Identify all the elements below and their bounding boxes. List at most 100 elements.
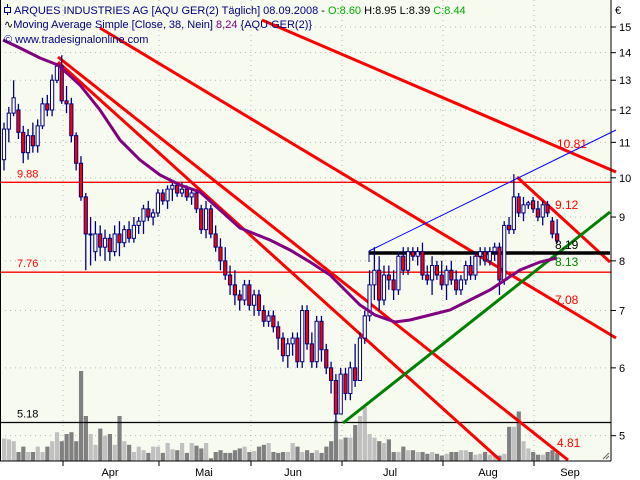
resistance-trendline: [261, 18, 617, 174]
candle: [102, 229, 108, 261]
volume-bar: [449, 452, 454, 461]
close-value: C:8.44: [433, 5, 466, 17]
volume-bar: [213, 452, 218, 461]
candle-body: [98, 233, 103, 248]
candle: [343, 367, 348, 401]
candle-body: [516, 196, 521, 214]
volume-bar: [208, 458, 214, 461]
volume-bar: [136, 446, 141, 461]
candle: [401, 247, 406, 276]
candle: [454, 270, 459, 295]
candle: [468, 256, 473, 280]
y-tick-label: 7: [619, 306, 625, 318]
x-tick-label: Jul: [383, 467, 397, 479]
volume-bar: [242, 446, 247, 461]
open-value: O:8.60: [328, 5, 362, 17]
volume-bar: [338, 439, 343, 461]
volume-bar: [228, 452, 233, 461]
candle-body: [16, 109, 21, 133]
candle-body: [280, 337, 286, 357]
volume-bar: [2, 438, 7, 461]
candle-body: [420, 251, 425, 276]
candle-body: [295, 337, 300, 363]
volume-bar: [146, 452, 151, 461]
candle-body: [381, 274, 387, 301]
candle: [107, 233, 112, 261]
candle: [444, 265, 449, 301]
candle-body: [261, 310, 266, 322]
volume-bar: [410, 450, 416, 461]
volume-bar: [367, 434, 372, 461]
volume-bar: [545, 452, 550, 461]
candle-body: [535, 208, 541, 218]
volume-bar: [458, 450, 464, 461]
volume-bar: [280, 452, 286, 461]
price-annotation: 8.19: [555, 238, 579, 252]
candle-body: [482, 251, 488, 262]
volume-bar: [425, 453, 430, 461]
candle: [521, 196, 526, 222]
candle-body: [146, 208, 151, 218]
candle-body: [21, 131, 26, 154]
candle-body: [506, 224, 512, 231]
candle: [319, 315, 324, 362]
candle-body: [189, 192, 194, 198]
candle: [425, 265, 430, 285]
volume-bar: [406, 450, 411, 461]
candle: [429, 256, 435, 295]
candle-body: [473, 255, 478, 276]
candle-body: [252, 294, 257, 306]
candle: [434, 260, 439, 280]
candle-body: [69, 103, 74, 137]
candle-body: [309, 343, 314, 363]
candle-body: [155, 192, 161, 214]
volume-bar: [64, 434, 69, 461]
candle: [405, 247, 411, 276]
volume-bar: [305, 450, 310, 461]
volume-bar: [362, 407, 367, 461]
candle-body: [107, 237, 112, 253]
volume-bar: [199, 448, 204, 461]
candle-body: [343, 373, 348, 395]
volume-bar: [261, 444, 266, 461]
candle-body: [497, 246, 502, 281]
volume-bar: [155, 446, 161, 461]
candle: [545, 200, 550, 218]
volume-bar: [35, 446, 40, 461]
candle: [88, 217, 93, 266]
candle: [131, 217, 136, 243]
candle-body: [468, 265, 473, 276]
candle: [25, 129, 31, 160]
volume-bar: [434, 453, 440, 461]
volume-bar: [107, 434, 113, 461]
volume-bar: [550, 450, 555, 461]
candle-icon: [4, 4, 11, 15]
volume-bar: [377, 441, 382, 461]
candle-body: [314, 320, 319, 363]
candle: [50, 74, 55, 117]
x-tick-label: Apr: [101, 467, 118, 479]
volume-bar: [50, 441, 55, 461]
candle: [136, 217, 141, 234]
candle: [502, 221, 507, 285]
candle-body: [25, 135, 31, 154]
candle-body: [237, 294, 242, 301]
volume-bar: [516, 411, 521, 461]
candle: [478, 247, 483, 266]
resize-grip-icon[interactable]: [602, 452, 610, 460]
candle: [83, 193, 88, 271]
volume-bar: [444, 453, 449, 461]
y-tick-label: 15: [619, 22, 631, 34]
candle: [276, 321, 281, 350]
candle-body: [362, 315, 367, 339]
volume-bar: [98, 428, 103, 461]
candle-body: [271, 315, 276, 328]
candle: [194, 189, 199, 213]
candle-body: [45, 103, 50, 111]
y-tick-label: 5: [619, 431, 625, 443]
candle-body: [223, 260, 228, 276]
candle-body: [304, 310, 310, 345]
candle-body: [338, 373, 343, 415]
candle-body: [170, 184, 175, 190]
